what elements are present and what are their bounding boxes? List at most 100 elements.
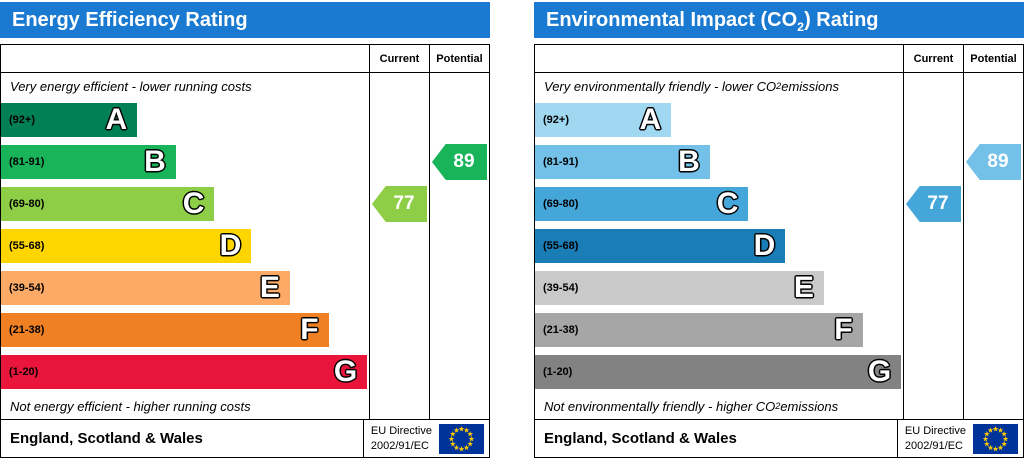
top-note-subscript: 2: [776, 81, 782, 91]
band-range: (92+): [9, 114, 35, 126]
band-g: (1-20) G: [535, 355, 902, 389]
potential-rating-pointer: 89: [966, 144, 1021, 180]
band-letter: A: [639, 103, 662, 136]
energy-efficiency-chart: Energy Efficiency Rating Current Potenti…: [0, 2, 490, 458]
band-row: (39-54) E: [1, 267, 369, 309]
band-range: (21-38): [9, 324, 45, 336]
chart-title: Energy Efficiency Rating: [12, 9, 248, 31]
chart-title-subscript: 2: [797, 20, 805, 34]
top-note: Very energy efficient - lower running co…: [1, 73, 369, 99]
bottom-note-subscript: 2: [775, 401, 781, 411]
chart-title: Environmental Impact (CO: [546, 9, 798, 31]
footer-directive: EU Directive 2002/91/EC: [896, 420, 1023, 457]
footer-region: England, Scotland & Wales: [10, 430, 203, 447]
potential-column: 89: [429, 73, 489, 419]
bands-column: Very environmentally friendly - lower CO…: [535, 73, 903, 419]
table-body: Very environmentally friendly - lower CO…: [535, 73, 1023, 419]
band-letter: G: [867, 355, 892, 388]
current-column: 77: [903, 73, 963, 419]
top-note-text-post: emissions: [781, 78, 840, 94]
eu-directive-line1: EU Directive: [370, 425, 432, 438]
band-row: (55-68) D: [535, 225, 903, 267]
band-letter: E: [259, 271, 280, 304]
potential-column-header: Potential: [963, 45, 1023, 72]
potential-column-header: Potential: [429, 45, 489, 72]
current-rating-value: 77: [927, 193, 949, 214]
band-c: (69-80) C: [1, 187, 215, 221]
band-row: (55-68) D: [1, 225, 369, 267]
potential-rating-pointer: 89: [432, 144, 487, 180]
band-d: (55-68) D: [1, 229, 252, 263]
band-range: (39-54): [543, 282, 579, 294]
eu-directive-text: EU Directive 2002/91/EC: [371, 424, 432, 453]
eu-directive-line2: 2002/91/EC: [370, 439, 429, 452]
bottom-note-text: Not energy efficient - higher running co…: [10, 398, 251, 414]
band-row: (1-20) G: [1, 351, 369, 393]
eu-flag-icon: [439, 423, 484, 454]
band-e: (39-54) E: [1, 271, 290, 305]
band-f: (21-38) F: [535, 313, 863, 347]
bottom-note-text-post: emissions: [780, 398, 839, 414]
band-c: (69-80) C: [535, 187, 749, 221]
current-rating-pointer: 77: [906, 186, 961, 222]
bottom-note: Not environmentally friendly - higher CO…: [535, 393, 903, 419]
table-header-row: Current Potential: [1, 45, 489, 73]
current-rating-value: 77: [393, 193, 415, 214]
band-letter: E: [793, 271, 814, 304]
current-column-header: Current: [369, 45, 429, 72]
band-row: (21-38) F: [535, 309, 903, 351]
band-range: (21-38): [543, 324, 579, 336]
band-f: (21-38) F: [1, 313, 329, 347]
band-range: (92+): [543, 114, 569, 126]
current-column: 77: [369, 73, 429, 419]
band-letter: A: [105, 103, 128, 136]
band-letter: F: [834, 313, 853, 346]
band-letter: C: [182, 187, 205, 220]
band-row: (39-54) E: [535, 267, 903, 309]
environmental-impact-chart: Environmental Impact (CO2) Rating Curren…: [534, 2, 1024, 458]
band-row: (1-20) G: [535, 351, 903, 393]
band-range: (69-80): [9, 198, 45, 210]
band-row: (69-80) C: [535, 183, 903, 225]
eu-directive-line1: EU Directive: [904, 425, 966, 438]
chart-footer: England, Scotland & Wales EU Directive 2…: [534, 420, 1024, 458]
band-row: (81-91) B: [535, 141, 903, 183]
top-note-text: Very energy efficient - lower running co…: [10, 78, 252, 94]
band-letter: B: [144, 145, 166, 178]
band-letter: C: [716, 187, 739, 220]
band-range: (55-68): [9, 240, 45, 252]
band-letter: D: [219, 229, 242, 262]
band-row: (69-80) C: [1, 183, 369, 225]
band-range: (81-91): [543, 156, 579, 168]
top-note-text: Very environmentally friendly - lower CO: [544, 78, 777, 94]
band-range: (1-20): [9, 366, 39, 378]
band-a: (92+) A: [1, 103, 138, 137]
current-rating-pointer: 77: [372, 186, 427, 222]
band-d: (55-68) D: [535, 229, 786, 263]
band-range: (69-80): [543, 198, 579, 210]
rating-table: Current Potential Very energy efficient …: [0, 44, 490, 420]
band-range: (81-91): [9, 156, 45, 168]
band-b: (81-91) B: [1, 145, 176, 179]
band-letter: D: [753, 229, 776, 262]
chart-footer: England, Scotland & Wales EU Directive 2…: [0, 420, 490, 458]
chart-title-post: ) Rating: [804, 9, 879, 31]
table-body: Very energy efficient - lower running co…: [1, 73, 489, 419]
top-note: Very environmentally friendly - lower CO…: [535, 73, 903, 99]
chart-header: Environmental Impact (CO2) Rating: [534, 2, 1024, 38]
band-b: (81-91) B: [535, 145, 710, 179]
eu-directive-line2: 2002/91/EC: [904, 439, 963, 452]
eu-directive-text: EU Directive 2002/91/EC: [905, 424, 966, 453]
bottom-note: Not energy efficient - higher running co…: [1, 393, 369, 419]
band-letter: F: [300, 313, 319, 346]
potential-rating-value: 89: [453, 151, 475, 172]
potential-rating-value: 89: [987, 151, 1009, 172]
band-e: (39-54) E: [535, 271, 824, 305]
footer-region: England, Scotland & Wales: [544, 430, 737, 447]
band-range: (1-20): [543, 366, 573, 378]
band-row: (92+) A: [535, 99, 903, 141]
bands-column: Very energy efficient - lower running co…: [1, 73, 369, 419]
chart-header: Energy Efficiency Rating: [0, 2, 490, 38]
band-row: (92+) A: [1, 99, 369, 141]
band-letter: G: [333, 355, 358, 388]
